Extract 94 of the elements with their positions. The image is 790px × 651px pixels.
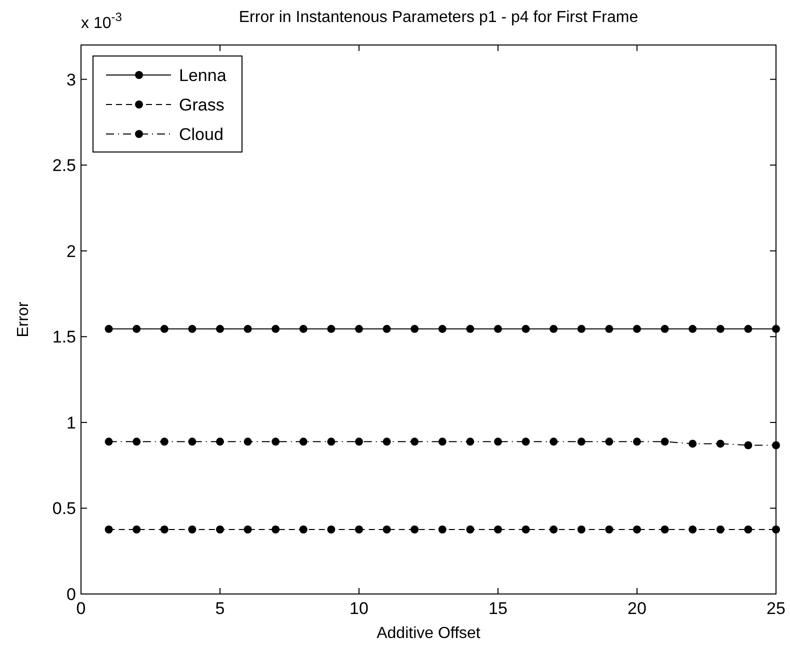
- point: [494, 324, 502, 333]
- y-tick-label: 1: [66, 413, 76, 432]
- x-axis-title: Additive Offset: [376, 625, 481, 642]
- point: [522, 438, 530, 446]
- point: [188, 324, 196, 333]
- point: [382, 324, 391, 333]
- point: [132, 438, 141, 446]
- point: [438, 525, 446, 534]
- point: [188, 438, 196, 446]
- point: [494, 438, 502, 446]
- point: [244, 324, 252, 333]
- point: [410, 324, 419, 333]
- y-tick-label: 2: [66, 242, 76, 261]
- point: [272, 324, 280, 333]
- point: [716, 525, 724, 534]
- point: [216, 525, 224, 534]
- point: [355, 438, 363, 446]
- point: [216, 438, 224, 446]
- point: [577, 324, 586, 333]
- point: [132, 525, 141, 534]
- point: [104, 438, 113, 446]
- legend-label: Grass: [179, 95, 224, 114]
- point: [272, 438, 280, 446]
- point: [410, 525, 419, 534]
- y-tick-label: 2.5: [52, 156, 76, 176]
- point: [633, 324, 641, 333]
- point: [299, 438, 308, 446]
- point: [216, 324, 224, 333]
- point: [660, 324, 669, 333]
- point: [104, 324, 113, 333]
- point: [550, 525, 558, 534]
- point: [244, 525, 252, 534]
- point: [660, 438, 669, 446]
- point: [438, 324, 446, 333]
- point: [716, 440, 724, 448]
- text: x 10$^{-3}$: [81, 10, 122, 32]
- point: [688, 525, 697, 534]
- point: [660, 525, 669, 534]
- point: [577, 438, 586, 446]
- point: [355, 324, 363, 333]
- x-tick-label: 15: [488, 599, 508, 618]
- point: [522, 324, 530, 333]
- point: [522, 525, 530, 534]
- point: [716, 324, 724, 333]
- point: [633, 438, 641, 446]
- point: [633, 525, 641, 534]
- point: [466, 324, 474, 333]
- point: [438, 438, 446, 446]
- point: [382, 438, 391, 446]
- point: [466, 438, 474, 446]
- x-tick-label: 10: [350, 599, 368, 618]
- x-tick-label: 5: [215, 599, 225, 618]
- x-tick-label: 20: [628, 599, 646, 618]
- point: [772, 441, 780, 450]
- point: [494, 525, 502, 534]
- point: [104, 525, 113, 534]
- point: [688, 324, 697, 333]
- point: [772, 324, 780, 333]
- x-tick-label: 25: [766, 599, 786, 618]
- y-tick-label: 0.5: [52, 499, 76, 518]
- point: [188, 525, 196, 534]
- point: [160, 438, 168, 446]
- point: [160, 525, 168, 534]
- legend-label: Lenna: [179, 66, 227, 85]
- point: [327, 438, 336, 446]
- point: [550, 324, 558, 333]
- point: [355, 525, 363, 534]
- point: [744, 441, 752, 450]
- point: [299, 324, 308, 333]
- point: [132, 324, 141, 333]
- point: [244, 438, 252, 446]
- point: [772, 525, 780, 534]
- y-tick-label: 3: [66, 70, 76, 90]
- point: [327, 525, 336, 534]
- y-tick-label: 0: [66, 584, 76, 604]
- point: [605, 525, 614, 534]
- point: [299, 525, 308, 534]
- point: [272, 525, 280, 534]
- y-tick-label: 1.5: [52, 328, 76, 347]
- point: [327, 324, 336, 333]
- point: [410, 438, 419, 446]
- point: [605, 438, 614, 446]
- point: [605, 324, 614, 333]
- point: [466, 525, 474, 534]
- legend-label: Cloud: [179, 124, 224, 144]
- point: [688, 440, 697, 448]
- y-axis-title: Error: [15, 301, 32, 338]
- point: [550, 438, 558, 446]
- point: [382, 525, 391, 534]
- point: [577, 525, 586, 534]
- point: [744, 324, 752, 333]
- point: [744, 525, 752, 534]
- chart-title: Error in Instantenous Parameters p1 - p4 for First Frame: [238, 9, 638, 26]
- point: [160, 324, 168, 333]
